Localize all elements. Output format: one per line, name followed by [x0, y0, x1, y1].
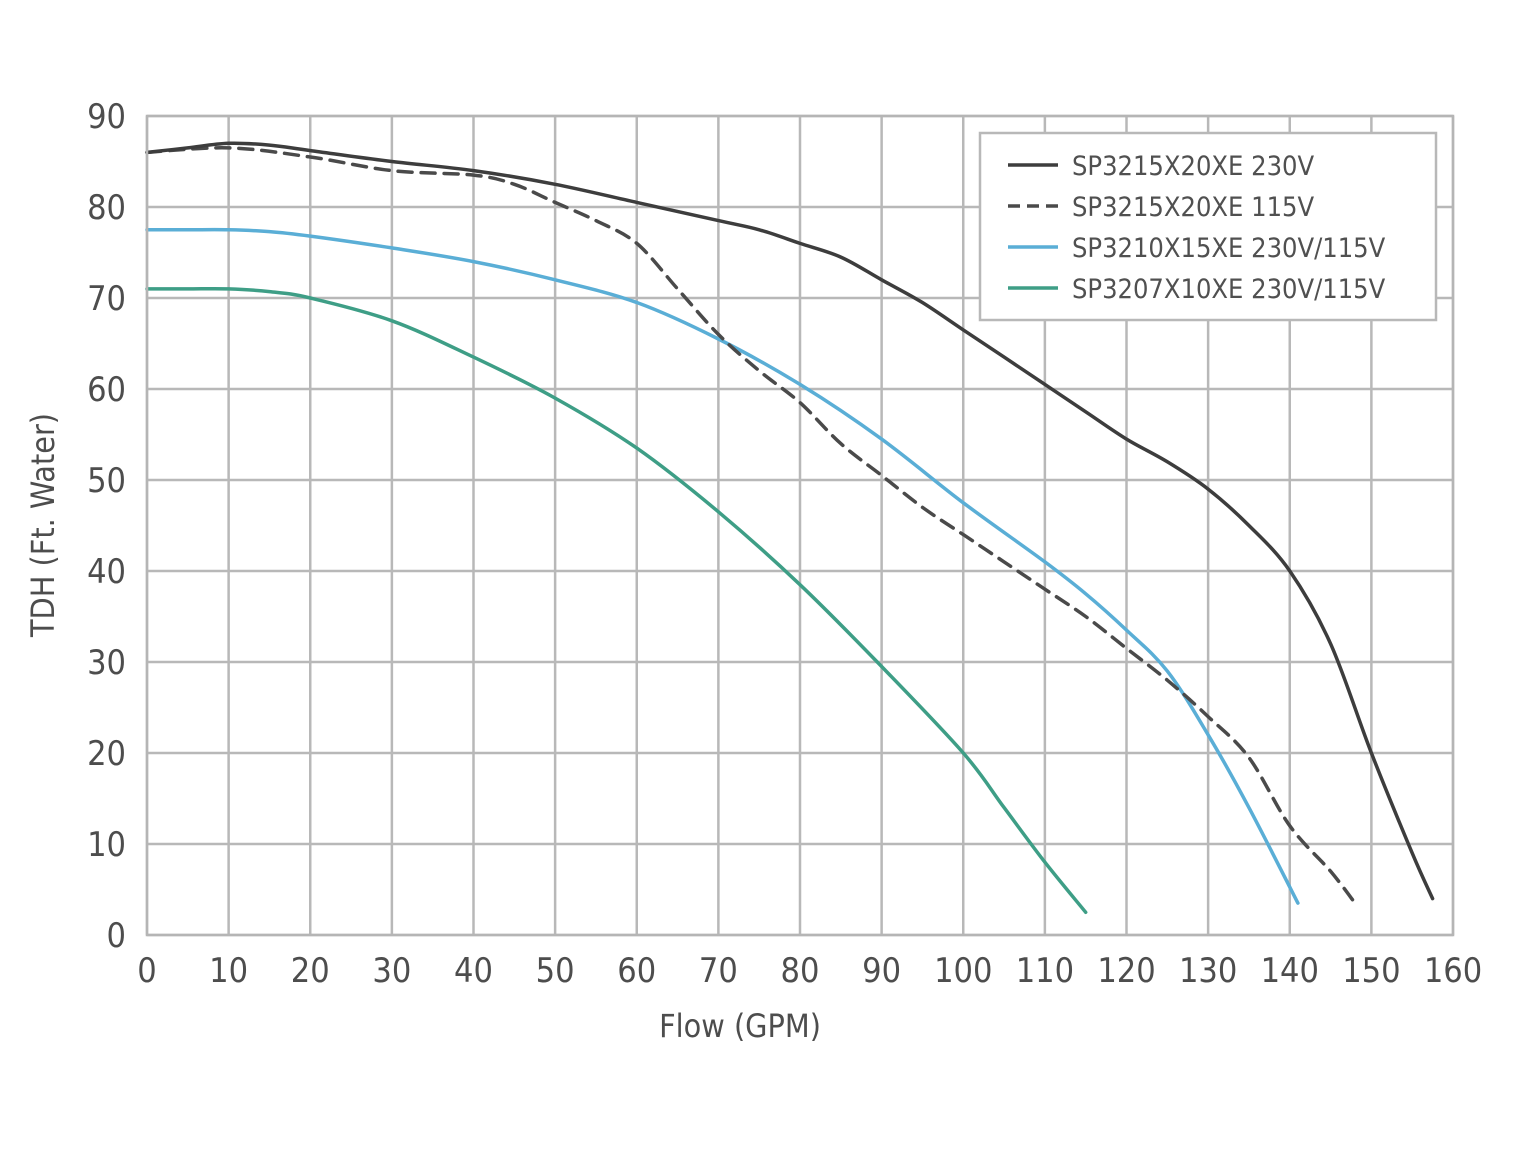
- legend-label-3: SP3210X15XE 230V/115V: [1072, 233, 1386, 264]
- y-tick-label: 90: [87, 97, 126, 137]
- y-tick-label: 70: [87, 279, 126, 319]
- x-tick-label: 100: [934, 951, 992, 991]
- y-tick-label: 10: [87, 825, 126, 865]
- y-tick-label: 20: [87, 734, 126, 774]
- x-tick-label: 90: [862, 951, 901, 991]
- x-tick-label: 40: [454, 951, 493, 991]
- x-tick-label: 160: [1424, 951, 1482, 991]
- x-axis-label: Flow (GPM): [659, 1007, 821, 1045]
- x-tick-label: 50: [536, 951, 575, 991]
- series-layer: [145, 141, 1435, 915]
- y-tick-label: 30: [87, 643, 126, 683]
- series-line-4: [145, 286, 1088, 915]
- plot-frame: [145, 114, 1455, 937]
- y-tick-label: 60: [87, 370, 126, 410]
- x-tick-label: 110: [1016, 951, 1074, 991]
- x-tick-label: 30: [372, 951, 411, 991]
- x-tick-label: 120: [1097, 951, 1155, 991]
- y-tick-labels: 0 10 20 30 40 50 60 70 80 90: [87, 97, 126, 956]
- y-axis-label: TDH (Ft. Water): [24, 413, 62, 638]
- x-tick-labels: 0 10 20 30 40 50 60 70 80 90 100 110 120 130 140 150 160: [137, 951, 1482, 991]
- legend-label-1: SP3215X20XE 230V: [1072, 151, 1314, 182]
- x-tick-label: 10: [209, 951, 248, 991]
- legend-label-4: SP3207X10XE 230V/115V: [1072, 274, 1386, 305]
- legend: SP3215X20XE 230V SP3215X20XE 115V SP3210X1…: [978, 131, 1438, 322]
- y-tick-label: 0: [107, 916, 126, 956]
- x-tick-label: 130: [1179, 951, 1237, 991]
- x-tick-label: 140: [1261, 951, 1319, 991]
- y-tick-label: 80: [87, 188, 126, 228]
- x-tick-label: 150: [1342, 951, 1400, 991]
- legend-label-2: SP3215X20XE 115V: [1072, 192, 1314, 223]
- series-line-3: [145, 227, 1300, 905]
- x-tick-label: 80: [781, 951, 820, 991]
- series-line-2: [145, 146, 1357, 905]
- series-line-1: [145, 141, 1435, 901]
- x-tick-label: 20: [291, 951, 330, 991]
- x-tick-label: 70: [699, 951, 738, 991]
- y-tick-label: 40: [87, 552, 126, 592]
- x-tick-label: 60: [617, 951, 656, 991]
- y-tick-label: 50: [87, 461, 126, 501]
- x-tick-label: 0: [137, 951, 156, 991]
